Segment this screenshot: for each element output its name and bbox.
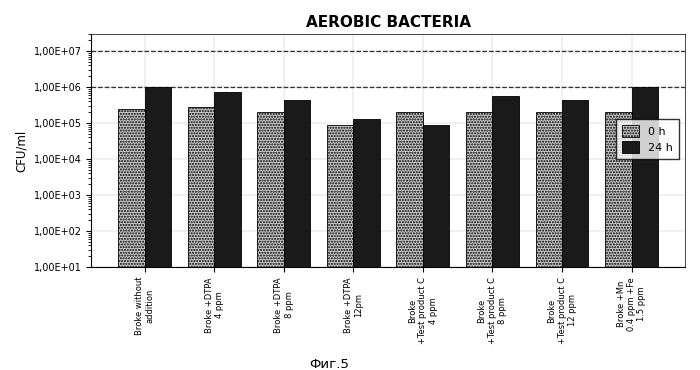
Bar [606,112,631,370]
Bar [118,109,145,370]
Bar [562,100,589,370]
Bar [145,87,171,370]
Bar [327,125,354,370]
Legend: 0 h, 24 h: 0 h, 24 h [616,118,680,159]
Bar [423,125,449,370]
Text: Фиг.5: Фиг.5 [309,358,349,370]
Bar [284,100,310,370]
Bar [188,107,214,370]
Bar [214,92,241,370]
Bar [536,112,562,370]
Bar [631,87,658,370]
Bar [493,97,519,370]
Bar [466,112,493,370]
Bar [354,119,380,370]
Title: AEROBIC BACTERIA: AEROBIC BACTERIA [306,15,470,30]
Bar [258,112,284,370]
Y-axis label: CFU/ml: CFU/ml [15,130,28,172]
Bar [396,112,423,370]
